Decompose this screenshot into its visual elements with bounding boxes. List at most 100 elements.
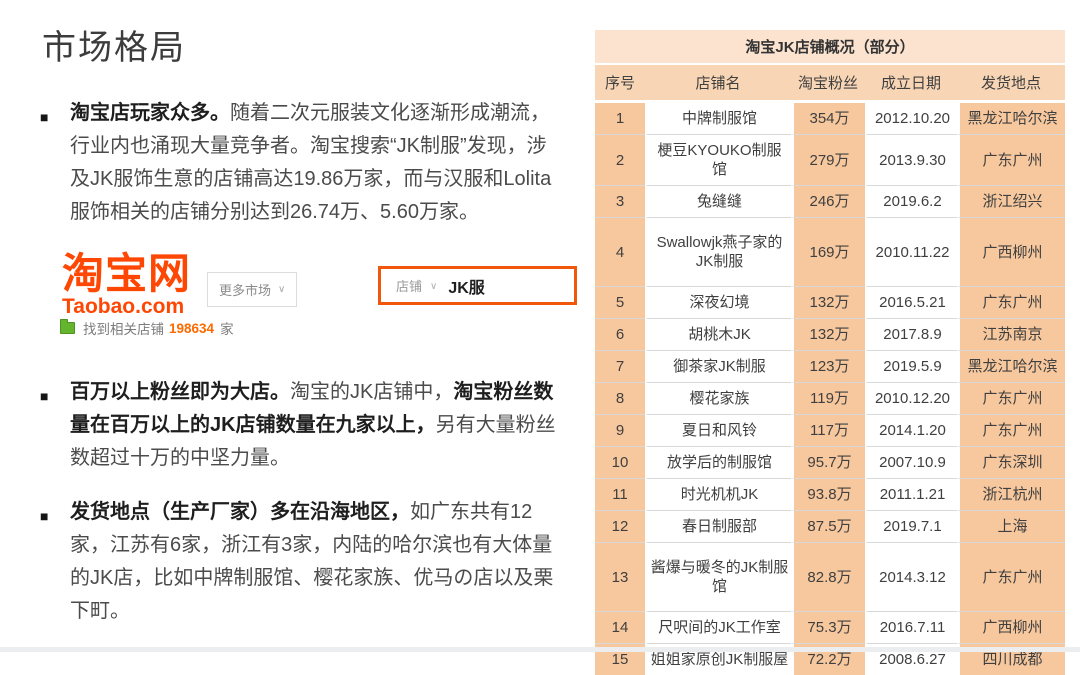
taobao-logo: 淘宝网 Taobao.com bbox=[62, 253, 191, 318]
table-cell: 酱爆与暖冬的JK制服馆 bbox=[645, 542, 791, 611]
bullet-shipping-locations: ■ 发货地点（生产厂家）多在沿海地区，如广东共有12家，江苏有6家，浙江有3家，… bbox=[40, 496, 556, 628]
table-cell: 75.3万 bbox=[791, 611, 865, 643]
table-cell: 123万 bbox=[791, 350, 865, 382]
table-cell: 246万 bbox=[791, 185, 865, 217]
bullet-segment: 淘宝粉丝数量在百万以上的JK店铺数量在九家以上， bbox=[70, 381, 554, 436]
bullet-segment: 随着二次元服装文化逐渐形成潮流，行业内也涌现大量竞争者。淘宝搜索“JK制服”发现… bbox=[70, 102, 552, 223]
table-cell: 2007.10.9 bbox=[865, 446, 957, 478]
table-cell: 浙江杭州 bbox=[957, 478, 1065, 510]
table-cell: 4 bbox=[595, 217, 645, 286]
bullet-segment: 发货地点（生产厂家）多在沿海地区， bbox=[70, 501, 410, 523]
table-cell: 广东广州 bbox=[957, 542, 1065, 611]
bottom-edge-divider bbox=[0, 647, 1080, 652]
table-cell: 胡桃木JK bbox=[645, 318, 791, 350]
table-cell: 2011.1.21 bbox=[865, 478, 957, 510]
bullet-square-icon: ■ bbox=[40, 388, 49, 404]
table-cell: 11 bbox=[595, 478, 645, 510]
table-cell: 5 bbox=[595, 286, 645, 318]
search-input[interactable]: JK服 bbox=[448, 279, 485, 297]
table-header-cell: 店铺名 bbox=[645, 65, 791, 103]
more-markets-button[interactable]: 更多市场 ∨ bbox=[207, 272, 298, 307]
table-row: 13 酱爆与暖冬的JK制服馆 82.8万 2014.3.12 广东广州 bbox=[595, 542, 1065, 611]
table-cell: 354万 bbox=[791, 103, 865, 134]
chevron-down-icon[interactable]: ∨ bbox=[430, 281, 438, 292]
table-cell: 8 bbox=[595, 382, 645, 414]
table-cell: 2010.12.20 bbox=[865, 382, 957, 414]
table-cell: 2019.7.1 bbox=[865, 510, 957, 542]
table-cell: 广东广州 bbox=[957, 414, 1065, 446]
table-header-cell: 淘宝粉丝 bbox=[791, 65, 865, 103]
table-cell: 2010.11.22 bbox=[865, 217, 957, 286]
table-cell: 江苏南京 bbox=[957, 318, 1065, 350]
table-cell: 春日制服部 bbox=[645, 510, 791, 542]
table-cell: 广西柳州 bbox=[957, 217, 1065, 286]
table-cell: Swallowjk燕子家的JK制服 bbox=[645, 217, 791, 286]
table-row: 8 樱花家族 119万 2010.12.20 广东广州 bbox=[595, 382, 1065, 414]
bullet-text: 百万以上粉丝即为大店。淘宝的JK店铺中，淘宝粉丝数量在百万以上的JK店铺数量在九… bbox=[70, 381, 556, 469]
table-cell: 黑龙江哈尔滨 bbox=[957, 103, 1065, 134]
table-cell: 上海 bbox=[957, 510, 1065, 542]
table-header-cell: 成立日期 bbox=[865, 65, 957, 103]
result-count: 198634 bbox=[169, 320, 215, 336]
table-cell: 黑龙江哈尔滨 bbox=[957, 350, 1065, 382]
table-cell: 2016.5.21 bbox=[865, 286, 957, 318]
table-cell: 广东广州 bbox=[957, 134, 1065, 185]
table: 序号 店铺名 淘宝粉丝 成立日期 发货地点 1 中牌制服馆 354万 2012.10.20 黑龙… bbox=[595, 65, 1065, 675]
search-category-dropdown[interactable]: 店铺 bbox=[396, 279, 423, 294]
bullet-square-icon: ■ bbox=[40, 109, 49, 125]
table-row: 7 御茶家JK制服 123万 2019.5.9 黑龙江哈尔滨 bbox=[595, 350, 1065, 382]
bullet-text: 发货地点（生产厂家）多在沿海地区，如广东共有12家，江苏有6家，浙江有3家，内陆… bbox=[70, 501, 553, 622]
folder-icon bbox=[60, 319, 75, 334]
table-cell: 119万 bbox=[791, 382, 865, 414]
table-row: 6 胡桃木JK 132万 2017.8.9 江苏南京 bbox=[595, 318, 1065, 350]
table-cell: 尺呎间的JK工作室 bbox=[645, 611, 791, 643]
table-row: 12 春日制服部 87.5万 2019.7.1 上海 bbox=[595, 510, 1065, 542]
table-row: 14 尺呎间的JK工作室 75.3万 2016.7.11 广西柳州 bbox=[595, 611, 1065, 643]
table-header-cell: 发货地点 bbox=[957, 65, 1065, 103]
table-cell: 樱花家族 bbox=[645, 382, 791, 414]
table-row: 1 中牌制服馆 354万 2012.10.20 黑龙江哈尔滨 bbox=[595, 103, 1065, 134]
table-cell: 117万 bbox=[791, 414, 865, 446]
table-row: 11 时光机机JK 93.8万 2011.1.21 浙江杭州 bbox=[595, 478, 1065, 510]
table-cell: 10 bbox=[595, 446, 645, 478]
page-title: 市场格局 bbox=[42, 29, 186, 67]
table-row: 4 Swallowjk燕子家的JK制服 169万 2010.11.22 广西柳州 bbox=[595, 217, 1065, 286]
table-cell: 2012.10.20 bbox=[865, 103, 957, 134]
table-cell: 9 bbox=[595, 414, 645, 446]
bullet-segment: 百万以上粉丝即为大店。 bbox=[70, 381, 290, 403]
table-cell: 2014.1.20 bbox=[865, 414, 957, 446]
table-title: 淘宝JK店铺概况（部分） bbox=[595, 30, 1065, 63]
table-row: 9 夏日和风铃 117万 2014.1.20 广东广州 bbox=[595, 414, 1065, 446]
table-row: 2 梗豆KYOUKO制服馆 279万 2013.9.30 广东广州 bbox=[595, 134, 1065, 185]
result-suffix: 家 bbox=[220, 322, 234, 337]
taobao-logo-cn: 淘宝网 bbox=[62, 250, 192, 297]
jk-shop-table: 淘宝JK店铺概况（部分） 序号 店铺名 淘宝粉丝 成立日期 发货地点 1 中牌制服馆 354… bbox=[595, 30, 1065, 675]
table-cell: 广东广州 bbox=[957, 286, 1065, 318]
table-row: 5 深夜幻境 132万 2016.5.21 广东广州 bbox=[595, 286, 1065, 318]
table-cell: 2013.9.30 bbox=[865, 134, 957, 185]
table-cell: 12 bbox=[595, 510, 645, 542]
table-cell: 132万 bbox=[791, 286, 865, 318]
table-cell: 87.5万 bbox=[791, 510, 865, 542]
slide: { "slide": { "title": "市场格局" }, "bullets… bbox=[0, 29, 1080, 675]
table-cell: 2014.3.12 bbox=[865, 542, 957, 611]
table-cell: 2 bbox=[595, 134, 645, 185]
table-cell: 兔缝缝 bbox=[645, 185, 791, 217]
table-header-row: 序号 店铺名 淘宝粉丝 成立日期 发货地点 bbox=[595, 65, 1065, 103]
chevron-down-icon: ∨ bbox=[278, 284, 286, 295]
search-box[interactable]: 店铺 ∨ JK服 bbox=[378, 266, 577, 305]
more-markets-label: 更多市场 bbox=[219, 283, 272, 298]
table-row: 10 放学后的制服馆 95.7万 2007.10.9 广东深圳 bbox=[595, 446, 1065, 478]
bullet-segment: 淘宝店玩家众多。 bbox=[70, 102, 230, 124]
bullet-segment: 淘宝的JK店铺中， bbox=[290, 381, 454, 403]
table-cell: 广东深圳 bbox=[957, 446, 1065, 478]
bullet-square-icon: ■ bbox=[40, 508, 49, 524]
table-cell: 3 bbox=[595, 185, 645, 217]
table-cell: 时光机机JK bbox=[645, 478, 791, 510]
table-row: 3 兔缝缝 246万 2019.6.2 浙江绍兴 bbox=[595, 185, 1065, 217]
table-cell: 6 bbox=[595, 318, 645, 350]
table-cell: 中牌制服馆 bbox=[645, 103, 791, 134]
taobao-logo-en: Taobao.com bbox=[62, 295, 185, 318]
table-header-cell: 序号 bbox=[595, 65, 645, 103]
table-cell: 2019.6.2 bbox=[865, 185, 957, 217]
